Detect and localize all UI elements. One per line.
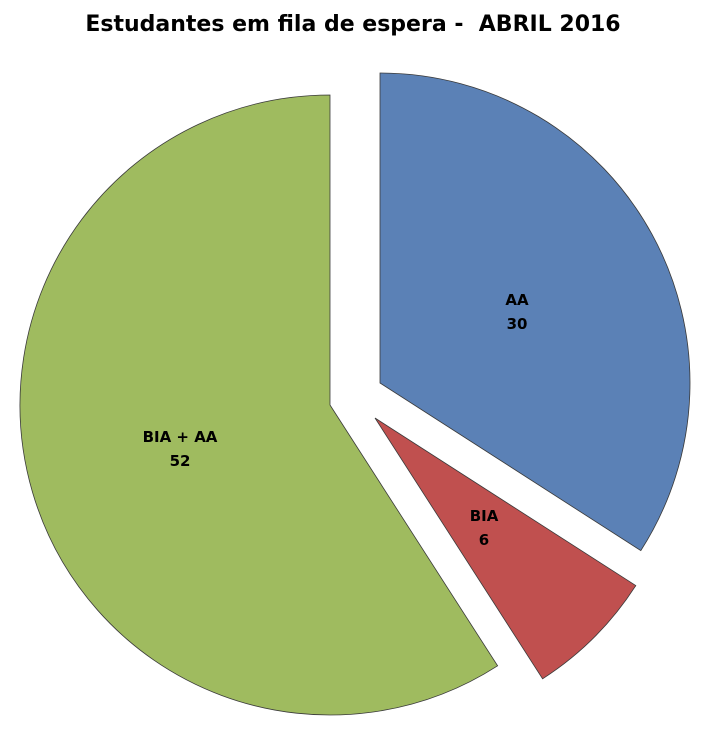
chart-title: Estudantes em fila de espera - ABRIL 201… [85, 12, 621, 37]
slice-value-label: 6 [479, 531, 489, 549]
pie-slice-bia [374, 417, 637, 680]
slice-label: AA [505, 291, 529, 309]
slice-value-label: 52 [170, 452, 191, 470]
pie-slice-bia-aa [19, 94, 499, 716]
slice-label: BIA [470, 507, 499, 525]
slice-label: BIA + AA [143, 428, 218, 446]
pie-slice-aa [379, 72, 691, 552]
slice-value-label: 30 [507, 315, 528, 333]
